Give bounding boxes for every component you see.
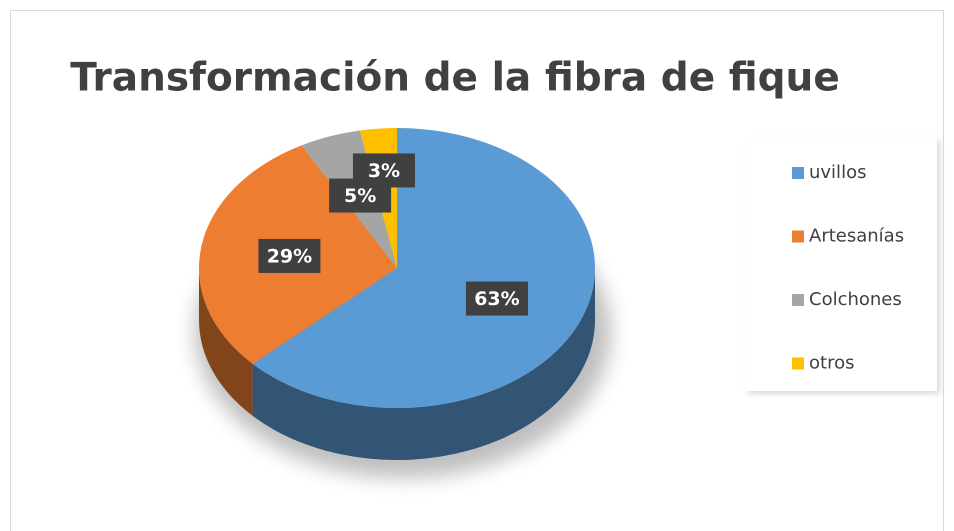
data-label-box — [258, 238, 321, 273]
pie: 63% 29% 5% 3% — [195, 128, 611, 478]
data-label-box — [352, 153, 415, 188]
legend: uvillos Artesanías Colchones otros — [792, 162, 904, 374]
data-label: 3% — [368, 160, 400, 182]
data-label: 63% — [474, 288, 519, 310]
chart-title: Transformación de la fibra de fique — [70, 56, 840, 101]
legend-swatch — [792, 357, 804, 370]
legend-box — [745, 137, 937, 391]
data-label: 29% — [267, 245, 312, 267]
data-label-box — [465, 281, 528, 316]
legend-swatch — [792, 294, 804, 306]
legend-swatch — [792, 167, 804, 179]
legend-label: uvillos — [809, 162, 866, 183]
data-label: 5% — [344, 185, 376, 207]
legend-swatch — [792, 230, 804, 243]
legend-label: otros — [809, 353, 854, 374]
legend-label: Colchones — [809, 289, 902, 310]
pie-side — [252, 268, 595, 460]
legend-label: Artesanías — [809, 226, 904, 247]
pie-side — [199, 268, 253, 416]
pie-slice — [252, 128, 595, 409]
